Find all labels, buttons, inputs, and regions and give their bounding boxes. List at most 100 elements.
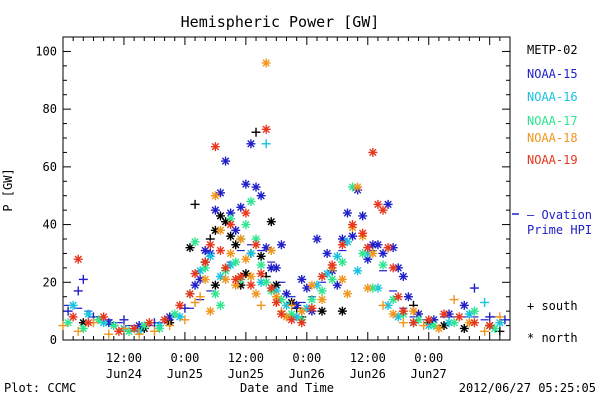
north-marker — [398, 272, 408, 282]
north-marker — [312, 234, 322, 244]
north-marker — [251, 289, 261, 299]
legend: METP-02 NOAA-15 NOAA-16 NOAA-17 NOAA-18 … — [512, 43, 592, 345]
south-marker — [287, 300, 297, 310]
north-marker — [236, 202, 246, 212]
x-tick-label-day: Jun26 — [289, 367, 325, 381]
north-marker — [307, 303, 317, 313]
north-marker — [373, 240, 383, 250]
north-marker — [261, 124, 271, 134]
north-marker — [205, 306, 215, 316]
north-marker — [185, 289, 195, 299]
north-marker — [231, 280, 241, 290]
north-marker — [221, 274, 231, 284]
north-marker — [205, 240, 215, 250]
north-marker — [68, 312, 78, 322]
north-marker — [99, 312, 109, 322]
south-marker — [134, 329, 144, 339]
north-marker — [210, 289, 220, 299]
legend-ovation-line2: Prime HPI — [527, 223, 592, 237]
north-marker — [210, 205, 220, 215]
north-marker — [271, 263, 281, 273]
north-marker — [434, 323, 444, 333]
north-marker — [231, 225, 241, 235]
north-marker — [215, 225, 225, 235]
north-marker — [469, 318, 479, 328]
y-tick-label: 20 — [43, 275, 57, 289]
north-marker — [307, 295, 317, 305]
south-marker — [104, 329, 114, 339]
north-marker — [393, 292, 403, 302]
south-marker — [261, 139, 271, 149]
north-marker — [256, 260, 266, 270]
legend-noaa-17: NOAA-17 — [527, 114, 578, 128]
chart-title: Hemispheric Power [GW] — [181, 13, 380, 31]
north-marker — [449, 318, 459, 328]
north-marker — [241, 179, 251, 189]
x-axis-label: Date and Time — [240, 381, 334, 395]
north-marker — [332, 280, 342, 290]
north-marker — [337, 240, 347, 250]
north-marker — [469, 306, 479, 316]
north-marker — [83, 309, 93, 319]
x-tick-label-day: Jun24 — [106, 367, 142, 381]
y-axis-label: P [GW] — [1, 168, 15, 211]
x-tick-label-day: Jun26 — [350, 367, 386, 381]
north-marker — [185, 243, 195, 253]
south-marker — [180, 315, 190, 325]
north-marker — [226, 248, 236, 258]
north-marker — [297, 274, 307, 284]
north-marker — [73, 254, 83, 264]
south-marker — [73, 326, 83, 336]
north-marker — [276, 309, 286, 319]
south-marker — [78, 274, 88, 284]
south-marker — [119, 315, 129, 325]
south-marker — [73, 286, 83, 296]
north-marker — [348, 220, 358, 230]
south-marker — [63, 306, 73, 316]
y-tick-label: 100 — [35, 44, 57, 58]
north-marker — [215, 300, 225, 310]
north-marker — [378, 260, 388, 270]
legend-ovation-line1: — Ovation — [527, 208, 592, 222]
north-marker — [210, 191, 220, 201]
north-marker — [358, 211, 368, 221]
north-marker — [337, 274, 347, 284]
x-tick-label-time: 0:00 — [292, 351, 321, 365]
north-marker — [256, 191, 266, 201]
north-marker — [246, 139, 256, 149]
x-tick-label-time: 0:00 — [170, 351, 199, 365]
north-marker — [348, 231, 358, 241]
north-marker — [378, 248, 388, 258]
legend-south-marker: + south — [527, 299, 578, 313]
north-marker — [68, 300, 78, 310]
x-tick-label-day: Jun25 — [228, 367, 264, 381]
north-marker — [353, 182, 363, 192]
x-tick-label-time: 0:00 — [414, 351, 443, 365]
y-tick-label: 0 — [50, 333, 57, 347]
south-marker — [378, 300, 388, 310]
north-marker — [246, 280, 256, 290]
north-marker — [231, 240, 241, 250]
y-tick-label: 40 — [43, 218, 57, 232]
x-tick-label-time: 12:00 — [350, 351, 386, 365]
north-marker — [226, 208, 236, 218]
north-marker — [307, 280, 317, 290]
north-marker — [246, 248, 256, 258]
north-marker — [454, 312, 464, 322]
south-marker — [485, 312, 495, 322]
north-marker — [155, 323, 165, 333]
south-marker — [165, 321, 175, 331]
legend-noaa-18: NOAA-18 — [527, 131, 578, 145]
north-marker — [368, 147, 378, 157]
north-marker — [353, 266, 363, 276]
north-marker — [251, 182, 261, 192]
north-marker — [63, 318, 73, 328]
north-marker — [332, 251, 342, 261]
north-marker — [398, 306, 408, 316]
south-marker — [149, 326, 159, 336]
north-marker — [337, 257, 347, 267]
north-marker — [363, 243, 373, 253]
south-marker — [256, 300, 266, 310]
north-marker — [215, 246, 225, 256]
north-marker — [297, 318, 307, 328]
